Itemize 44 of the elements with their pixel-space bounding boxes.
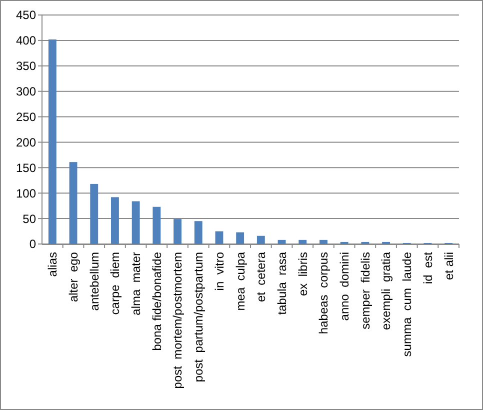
x-tick-label: et cetera bbox=[254, 252, 268, 302]
x-tick-label: antebellum bbox=[87, 252, 102, 311]
bar bbox=[298, 240, 307, 244]
bar bbox=[69, 162, 78, 244]
x-tick-label: tabula rasa bbox=[274, 252, 289, 315]
x-tick-label: bona fide/bonafide bbox=[150, 252, 164, 351]
x-tick-label: id est bbox=[420, 251, 435, 284]
x-tick-label: alter ego bbox=[66, 252, 80, 302]
bar bbox=[278, 240, 286, 244]
y-tick-label: 100 bbox=[16, 186, 36, 200]
y-tick-label: 400 bbox=[16, 34, 36, 48]
x-tick-label: alias bbox=[46, 252, 60, 277]
x-tick-label: summa cum laude bbox=[400, 252, 414, 357]
y-tick-label: 350 bbox=[16, 59, 36, 74]
y-tick-label: 300 bbox=[16, 84, 36, 99]
bar bbox=[132, 201, 140, 244]
x-tick-label: mea culpa bbox=[233, 252, 248, 311]
y-tick-label: 450 bbox=[16, 8, 36, 22]
x-tick-label: anno domini bbox=[338, 252, 352, 321]
bar bbox=[174, 219, 182, 244]
y-tick-label: 200 bbox=[16, 135, 36, 150]
x-tick-label: exempli gratia bbox=[379, 252, 394, 330]
bar bbox=[90, 184, 98, 244]
bar bbox=[152, 206, 161, 244]
x-tick-label: semper fidelis bbox=[358, 252, 372, 330]
x-tick-label: ex libris bbox=[296, 252, 310, 296]
x-tick-label: habeas corpus bbox=[316, 252, 331, 334]
bar bbox=[320, 240, 328, 244]
x-tick-label: in vitro bbox=[212, 252, 226, 291]
y-tick-label: 250 bbox=[16, 110, 36, 124]
bar bbox=[215, 231, 224, 244]
y-tick-label: 150 bbox=[16, 160, 36, 175]
bar bbox=[194, 221, 202, 244]
x-tick-label: post mortem/postmortem bbox=[170, 252, 185, 389]
y-tick-label: 50 bbox=[22, 212, 36, 226]
x-tick-label: carpe diem bbox=[108, 252, 122, 315]
x-tick-label: et alii bbox=[442, 252, 456, 280]
bar bbox=[48, 39, 56, 244]
x-tick-label: alma mater bbox=[129, 252, 144, 316]
x-tick-label: post partum/postpartum bbox=[192, 252, 206, 382]
bar bbox=[256, 236, 265, 244]
bar bbox=[236, 232, 244, 244]
bar bbox=[111, 197, 119, 244]
y-tick-label: 0 bbox=[29, 237, 36, 252]
